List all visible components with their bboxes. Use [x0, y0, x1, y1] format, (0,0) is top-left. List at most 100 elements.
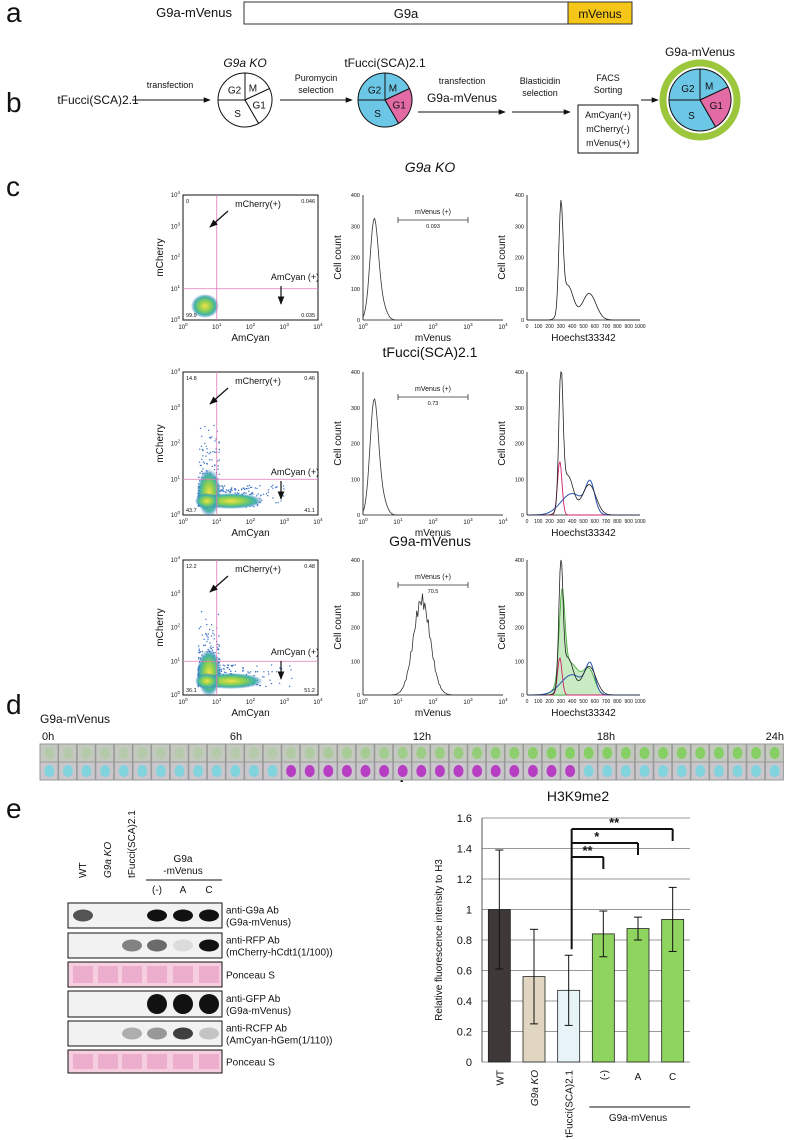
histogram-fill: [527, 588, 640, 696]
step-label: G9a-mVenus: [427, 91, 497, 105]
nucleus: [44, 765, 55, 777]
cell-dot: [243, 488, 246, 491]
y-tick-label: 0.4: [457, 996, 472, 1008]
blot-band: [122, 1027, 142, 1040]
cell-title: tFucci(SCA)2.1: [344, 56, 426, 70]
tick-label: 100: [515, 477, 524, 483]
tick-base: 10: [178, 325, 185, 331]
tick-label: 400: [351, 558, 360, 564]
cell-cloud: [195, 673, 219, 689]
nucleus: [713, 765, 724, 777]
cell-dot: [217, 468, 219, 470]
blot-band: [173, 994, 193, 1014]
group-label: G9a-mVenus: [609, 1113, 667, 1124]
cell-dot: [251, 492, 254, 494]
tick-exponent: 1: [177, 284, 180, 289]
cell-dot: [271, 671, 273, 673]
cell-dot: [278, 682, 281, 684]
ponceau-band: [147, 1054, 167, 1069]
tick-base: 10: [171, 442, 178, 448]
nucleus-green: [341, 747, 352, 759]
nucleus-green: [267, 747, 278, 759]
nucleus-green: [620, 747, 631, 759]
cell-dot: [208, 453, 210, 455]
blot-label: anti-G9a Ab: [226, 906, 279, 917]
tick-label: 100: [534, 699, 543, 705]
cell-dot: [282, 495, 285, 497]
tick-exponent: 4: [320, 697, 323, 702]
tick-label: 100: [171, 315, 181, 324]
tick-exponent: 4: [505, 322, 508, 327]
quadrant-value: 12.2: [186, 564, 197, 570]
tick-label: 100: [171, 690, 181, 699]
lane-label: tFucci(SCA)2.1: [127, 810, 138, 878]
cell-dot: [200, 464, 202, 467]
y-tick-label: 1: [466, 905, 472, 917]
cell-dot: [272, 487, 274, 489]
error-bar: [668, 886, 677, 952]
nucleus-green: [379, 747, 390, 759]
tick-base: 10: [313, 520, 320, 526]
cell-dot: [212, 451, 214, 453]
tick-label: 300: [351, 224, 360, 230]
blot-band: [173, 909, 193, 922]
cell-dot: [282, 485, 285, 487]
tick-exponent: 3: [177, 221, 180, 226]
cell-dot: [277, 501, 279, 504]
tick-label: 102: [171, 253, 181, 262]
tick-label: 104: [313, 697, 323, 706]
phase-label: M: [705, 82, 713, 93]
step-label: selection: [522, 88, 558, 98]
nucleus: [174, 765, 185, 777]
cell-dot: [218, 442, 220, 444]
nucleus: [155, 765, 166, 777]
tick-label: 0: [526, 324, 529, 330]
phase-label: S: [374, 109, 381, 120]
cell-dot: [224, 671, 226, 673]
tick-exponent: 4: [320, 322, 323, 327]
cell-dot: [279, 667, 281, 669]
axis-label: Cell count: [497, 421, 508, 466]
x-tick-label: (-): [599, 1070, 610, 1080]
time-label: 18h: [597, 731, 615, 743]
tick-exponent: 3: [470, 697, 473, 702]
nucleus-green: [658, 747, 669, 759]
cell-dot: [213, 468, 216, 471]
tick-label: 400: [568, 699, 577, 705]
tick-label: 0: [526, 699, 529, 705]
cell-dot: [204, 425, 206, 428]
tick-base: 10: [313, 325, 320, 331]
bar: [626, 928, 650, 1063]
cell-dot: [272, 497, 274, 499]
cell-dot: [207, 636, 209, 638]
nucleus-green: [769, 747, 780, 759]
axis-label: AmCyan: [231, 708, 269, 719]
lane-label: (-): [152, 885, 162, 896]
axis-label: mVenus: [415, 708, 451, 719]
cell-dot: [276, 486, 278, 488]
tick-label: 0: [526, 519, 529, 525]
nucleus: [379, 765, 390, 777]
cell-dot: [210, 635, 213, 637]
cell-dot: [202, 461, 205, 463]
axis-label: mVenus: [415, 333, 451, 344]
tick-label: 200: [515, 442, 524, 448]
y-tick-label: 0: [466, 1057, 472, 1069]
tick-base: 10: [393, 325, 400, 331]
phase-label: S: [234, 109, 241, 120]
blot-band: [173, 939, 193, 952]
chart-title: H3K9me2: [547, 788, 609, 804]
cell-dot: [218, 459, 220, 461]
tick-label: 102: [428, 697, 438, 706]
tick-exponent: 3: [177, 403, 180, 408]
tick-base: 10: [463, 520, 470, 526]
cell-cloud: [195, 493, 219, 509]
tick-label: 104: [498, 322, 508, 331]
tick-label: 200: [545, 519, 554, 525]
axis-label: Cell count: [497, 605, 508, 650]
nucleus-green: [527, 747, 538, 759]
histogram-curve: [527, 200, 640, 321]
nucleus-green: [81, 747, 92, 759]
tick-label: 400: [351, 370, 360, 376]
cell-dot: [235, 489, 237, 491]
